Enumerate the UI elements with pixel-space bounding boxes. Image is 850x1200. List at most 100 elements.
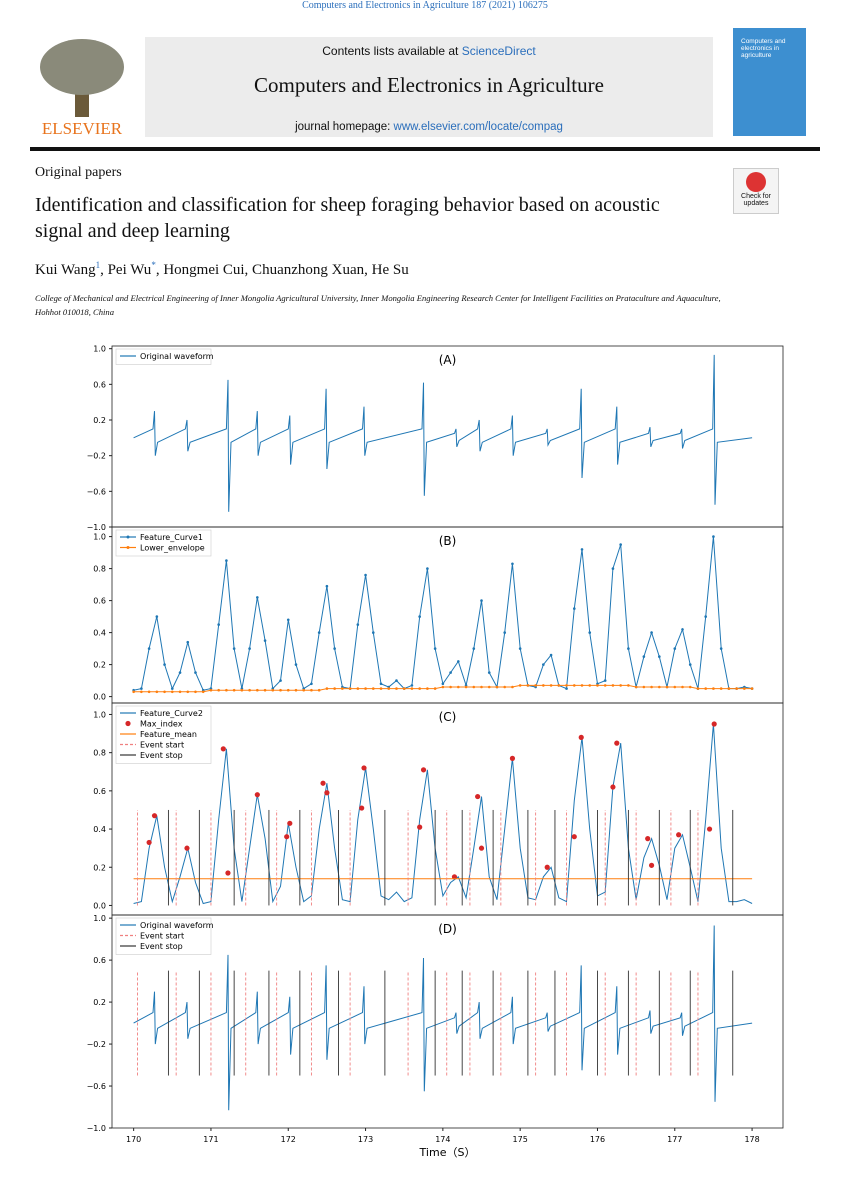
series-marker [163, 663, 166, 666]
series-marker [371, 631, 375, 634]
series-marker [341, 687, 344, 690]
series-marker [155, 690, 159, 694]
scatter-point [225, 870, 231, 876]
scatter-point [287, 820, 293, 826]
y-tick-label: 0.6 [93, 956, 106, 965]
series-marker [449, 685, 452, 689]
x-tick-label: 170 [126, 1135, 141, 1144]
y-tick-label: 0.0 [93, 693, 106, 702]
series-marker [132, 690, 135, 694]
series-marker [580, 548, 584, 551]
legend-box [115, 348, 212, 365]
x-tick-label: 174 [435, 1135, 450, 1144]
series-marker [418, 615, 421, 618]
series-marker [534, 684, 537, 687]
series-marker [542, 684, 545, 687]
series-marker [186, 640, 190, 644]
series-marker [480, 685, 483, 689]
series-marker [588, 684, 592, 687]
scatter-point [648, 862, 655, 868]
series-marker [325, 687, 329, 690]
y-tick-label: −0.2 [87, 1040, 106, 1049]
homepage-line: journal homepage: www.elsevier.com/locat… [145, 121, 713, 133]
series-marker [526, 684, 530, 687]
series-marker [511, 685, 514, 689]
series-marker [743, 687, 746, 690]
series-marker [248, 647, 251, 650]
series-marker [310, 682, 313, 686]
series-marker [565, 687, 568, 690]
publisher-logo: ELSEVIER [40, 39, 124, 138]
series-marker [433, 647, 437, 650]
scatter-point [151, 813, 158, 819]
x-axis-label: Time（S） [419, 1146, 476, 1159]
scatter-point [184, 845, 190, 851]
y-tick-label: 0.0 [93, 901, 106, 910]
check-updates[interactable]: Check for updates [733, 168, 779, 214]
homepage-link[interactable]: www.elsevier.com/locate/compag [393, 121, 563, 133]
series-marker [658, 655, 661, 658]
y-tick-label: −0.6 [87, 487, 106, 496]
y-tick-label: −1.0 [87, 1124, 106, 1133]
y-tick-label: 0.2 [93, 863, 106, 872]
series-marker [688, 663, 692, 666]
series-marker [170, 690, 174, 694]
affiliation: College of Mechanical and Electrical Eng… [35, 293, 721, 317]
series-marker [294, 688, 298, 692]
series-marker [457, 685, 460, 689]
series-marker [719, 647, 723, 650]
series-marker [217, 688, 220, 692]
scatter-point [571, 834, 577, 840]
series-marker [588, 631, 592, 634]
legend-label: Event start [140, 741, 184, 750]
series-marker [611, 567, 615, 570]
scatter-point [146, 839, 152, 846]
series-marker [140, 690, 143, 694]
series-marker [511, 562, 514, 566]
panel-title: (C) [439, 710, 457, 724]
y-tick-label: 0.2 [93, 998, 106, 1007]
scatter-point [544, 864, 550, 870]
y-tick-label: 0.6 [93, 380, 106, 389]
citation: Computers and Electronics in Agriculture… [302, 0, 548, 11]
series-marker [310, 688, 313, 692]
journal-banner: Contents lists available at ScienceDirec… [145, 37, 713, 137]
y-tick-label: 0.2 [93, 416, 106, 425]
plot-frame [111, 914, 784, 1129]
series-marker [317, 631, 321, 634]
series-marker [518, 647, 522, 650]
y-tick-label: 1.0 [93, 533, 106, 542]
series-marker [603, 684, 607, 687]
series-marker [256, 596, 259, 599]
series-marker [487, 685, 491, 689]
series-marker [178, 690, 182, 694]
figure: −1.0 −0.6 −0.2 0.2 0.6 1.0 (A) Original wavefor… [87, 345, 784, 1159]
y-tick-label: 0.4 [93, 629, 106, 638]
series-line [133, 354, 753, 512]
series-marker [681, 628, 684, 631]
series-marker [286, 618, 290, 622]
series-marker [163, 690, 166, 694]
panel-title: (A) [439, 353, 457, 367]
scatter-point [711, 721, 717, 727]
series-marker [565, 684, 568, 687]
series-marker [696, 687, 700, 690]
y-tick-label: 0.6 [93, 787, 106, 796]
series-marker [665, 685, 669, 689]
series-marker [441, 685, 445, 689]
authors: Kui Wang1, Pei Wu*, Hongmei Cui, Chuanzh… [35, 260, 409, 279]
figure-group: −1.0 −0.6 −0.2 0.2 0.6 1.0 (A) Original wavefor… [87, 345, 784, 1159]
panel-title: (B) [439, 534, 457, 548]
legend-label: Original waveform [140, 352, 214, 361]
series-marker [719, 687, 723, 690]
series-marker [503, 631, 507, 634]
sciencedirect-link[interactable]: ScienceDirect [461, 44, 536, 58]
legend-label: Original waveform [140, 921, 214, 930]
series-marker [209, 688, 213, 692]
series-marker [379, 687, 383, 690]
series-marker [487, 671, 491, 674]
legend-label: Lower_envelope [140, 544, 205, 553]
series-marker [325, 584, 329, 588]
homepage-label: journal homepage: [295, 121, 391, 133]
series-marker [572, 684, 576, 687]
